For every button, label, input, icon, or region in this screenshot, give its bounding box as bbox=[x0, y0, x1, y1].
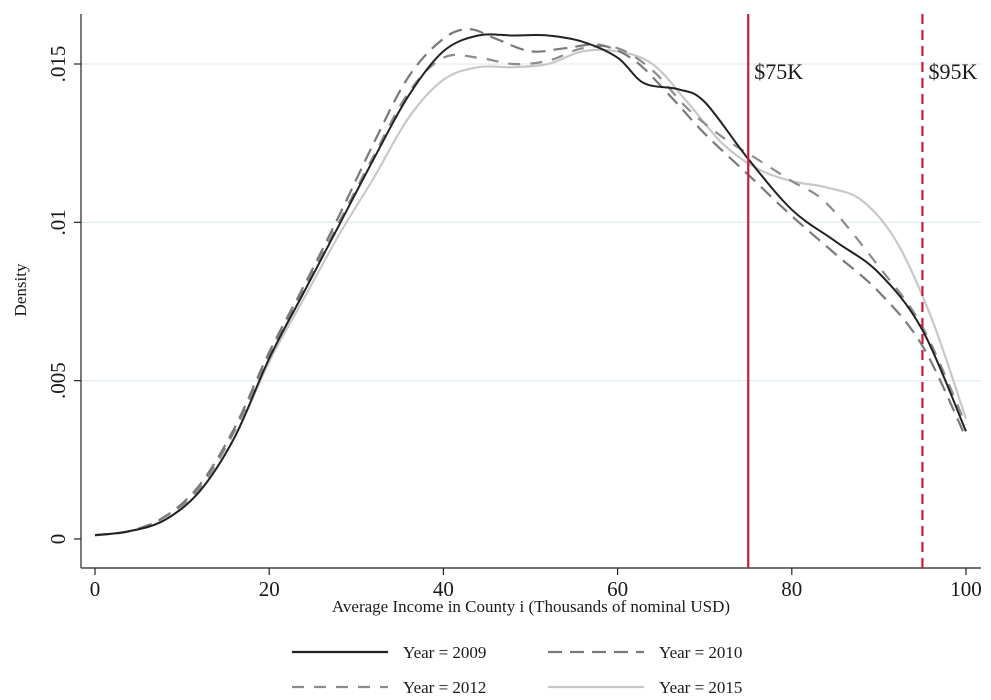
legend-label: Year = 2012 bbox=[403, 678, 486, 697]
reference-label: $95K bbox=[928, 59, 977, 84]
grid-lines bbox=[81, 63, 981, 382]
y-tick-label: .01 bbox=[46, 209, 70, 235]
x-tick-label: 80 bbox=[781, 577, 802, 601]
axes bbox=[80, 14, 981, 569]
series-line bbox=[94, 44, 968, 537]
y-axis-title: Density bbox=[11, 263, 30, 316]
series-line bbox=[94, 28, 967, 537]
y-tick-label: 0 bbox=[46, 534, 70, 545]
legend-label: Year = 2010 bbox=[659, 643, 742, 662]
legend: Year = 2009 Year = 2010 Year = 2012 Year = … bbox=[292, 643, 742, 697]
tick-labels: 0 20 40 60 80 100 0 .005 .01 .015 bbox=[46, 46, 982, 601]
x-tick-label: 100 bbox=[950, 577, 982, 601]
legend-label: Year = 2009 bbox=[403, 643, 486, 662]
reference-label: $75K bbox=[754, 59, 803, 84]
x-axis-title: Average Income in County i (Thousands of… bbox=[332, 597, 730, 616]
series-lines bbox=[94, 28, 968, 537]
x-tick-label: 20 bbox=[259, 577, 280, 601]
x-tick-label: 0 bbox=[90, 577, 101, 601]
y-tick-label: .005 bbox=[46, 362, 70, 399]
y-tick-label: .015 bbox=[46, 46, 70, 83]
x-tick-label: 60 bbox=[607, 577, 628, 601]
series-line bbox=[94, 48, 968, 537]
series-line bbox=[94, 33, 967, 537]
x-tick-label: 40 bbox=[433, 577, 454, 601]
reference-lines: $75K $95K bbox=[747, 14, 977, 568]
legend-label: Year = 2015 bbox=[659, 678, 742, 697]
